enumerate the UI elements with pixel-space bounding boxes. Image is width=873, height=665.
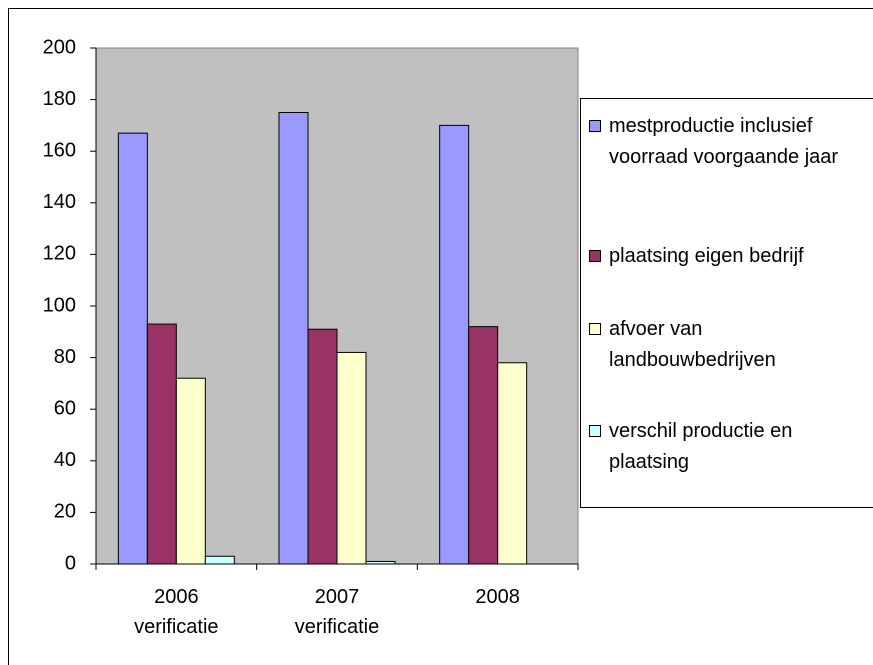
bar <box>365 560 396 565</box>
bar <box>146 323 177 565</box>
bar <box>497 362 528 565</box>
bar <box>278 112 309 565</box>
y-tick-label: 200 <box>43 36 76 58</box>
legend-entry: verschil productie en plaatsing <box>589 416 869 478</box>
bar <box>175 377 206 565</box>
y-tick-label: 60 <box>54 397 76 419</box>
x-tick-label: 2006 verificatie <box>134 586 219 638</box>
legend-label: plaatsing eigen bedrijf <box>609 245 804 267</box>
legend-entry: mestproductie inclusief voorraad voorgaa… <box>589 111 869 173</box>
legend-label: afvoer van landbouwbedrijven <box>609 318 776 371</box>
y-tick-label: 180 <box>43 88 76 110</box>
chart-frame <box>8 8 873 665</box>
y-tick-label: 160 <box>43 139 76 161</box>
legend-entry: plaatsing eigen bedrijf <box>589 241 869 272</box>
legend-swatch <box>589 120 601 132</box>
x-tick-label: 2007 verificatie <box>294 586 380 638</box>
y-tick-label: 100 <box>43 294 76 316</box>
legend-swatch <box>589 323 601 335</box>
legend-swatch <box>589 250 601 262</box>
y-tick-label: 0 <box>65 552 76 574</box>
bar <box>468 326 499 565</box>
bar <box>204 555 235 565</box>
legend-entry: afvoer van landbouwbedrijven <box>589 314 869 376</box>
y-tick-label: 80 <box>54 346 76 368</box>
bar <box>117 132 148 565</box>
legend-label: verschil productie en plaatsing <box>609 420 793 473</box>
bar <box>336 351 367 565</box>
y-tick-label: 20 <box>54 501 76 523</box>
y-tick-label: 40 <box>54 449 76 471</box>
legend-swatch <box>589 425 601 437</box>
x-tick-label: 2008 <box>475 586 520 608</box>
legend-label: mestproductie inclusief voorraad voorgaa… <box>609 115 839 168</box>
bar <box>439 124 470 565</box>
y-tick-label: 140 <box>43 191 76 213</box>
bar <box>307 328 338 565</box>
legend: mestproductie inclusief voorraad voorgaa… <box>580 98 873 508</box>
y-tick-label: 120 <box>43 243 76 265</box>
